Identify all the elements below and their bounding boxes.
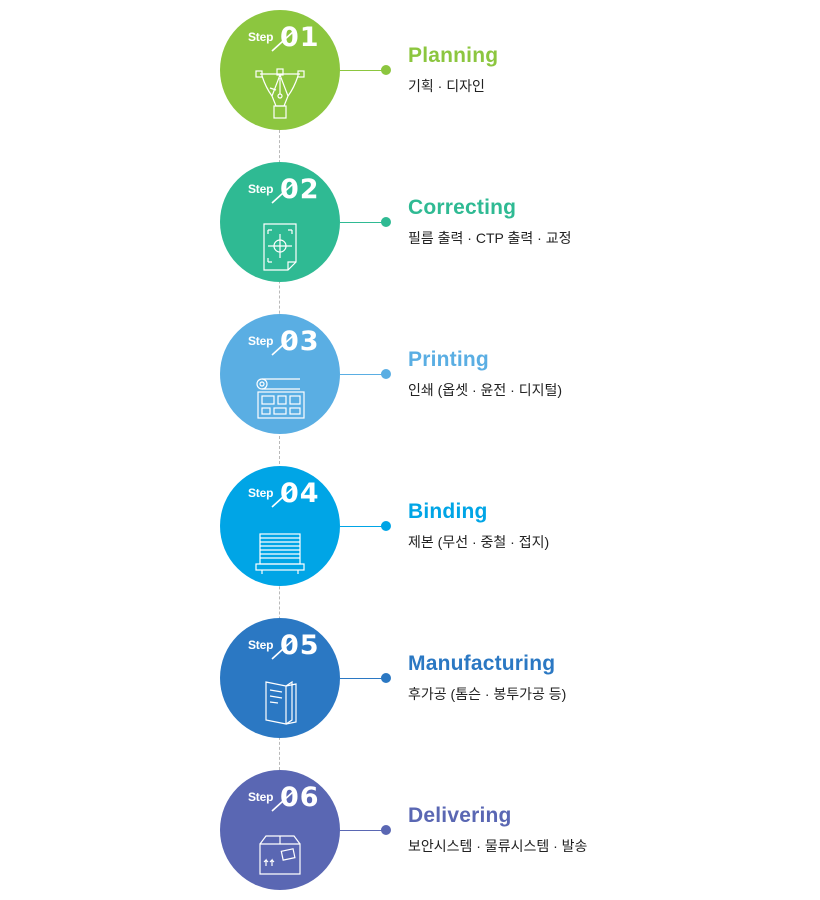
step-title: Printing [408,348,489,371]
step-description: 필름 출력 · CTP 출력 · 교정 [408,230,572,246]
connector-line [340,374,386,375]
slash-icon [271,30,295,52]
step-label: Step [248,334,274,348]
slash-icon [271,486,295,508]
slash-icon [271,638,295,660]
connector-line [340,222,386,223]
connector-dot [381,65,391,75]
connector-line [340,678,386,679]
connector-dot [381,217,391,227]
step-04: Step 04 Binding 제본 (무선 · 중철 · 접지) [220,466,720,586]
step-circle: Step 03 [220,314,340,434]
step-label: Step [248,486,274,500]
step-title: Binding [408,500,488,523]
step-description: 기획 · 디자인 [408,78,485,94]
step-02: Step 02 Correcting 필름 출력 · CTP 출력 · 교정 [220,162,720,282]
step-number: 05 [280,630,320,661]
step-label: Step [248,790,274,804]
connector-line [340,830,386,831]
step-title: Correcting [408,196,517,219]
pen-tool-icon [255,68,305,119]
connector-line [340,526,386,527]
step-circle: Step 06 [220,770,340,890]
step-circle: Step 01 [220,10,340,130]
paper-stack-icon [255,533,305,574]
step-number: 06 [280,782,320,813]
step-03: Step 03 Printing 인쇄 (옵셋 · 윤전 · 디지털) [220,314,720,434]
step-description: 제본 (무선 · 중철 · 접지) [408,534,550,550]
book-icon [265,680,297,725]
step-number: 04 [280,478,320,509]
step-circle: Step 02 [220,162,340,282]
step-06: Step 06 Delivering 보안시스템 · 물류시스템 · 발송 [220,770,720,890]
slash-icon [271,182,295,204]
step-description: 보안시스템 · 물류시스템 · 발송 [408,838,588,854]
step-title: Delivering [408,804,512,827]
step-number: 01 [280,22,320,53]
connector-line [340,70,386,71]
step-number: 03 [280,326,320,357]
slash-icon [271,334,295,356]
step-01: Step 01 Planning 기획 · 디자인 [220,10,720,130]
crosshair-document-icon [263,223,297,271]
step-number: 02 [280,174,320,205]
step-circle: Step 04 [220,466,340,586]
timeline-dashed-line [279,110,280,790]
step-description: 후가공 (톰슨 · 봉투가공 등) [408,686,567,702]
printer-icon [256,378,305,419]
connector-dot [381,521,391,531]
step-05: Step 05 Manufacturing 후가공 (톰슨 · 봉투가공 등) [220,618,720,738]
box-icon [259,835,301,875]
step-title: Planning [408,44,499,67]
connector-dot [381,369,391,379]
step-description: 인쇄 (옵셋 · 윤전 · 디지털) [408,382,563,398]
step-circle: Step 05 [220,618,340,738]
slash-icon [271,790,295,812]
step-label: Step [248,182,274,196]
step-label: Step [248,30,274,44]
connector-dot [381,673,391,683]
connector-dot [381,825,391,835]
step-title: Manufacturing [408,652,556,675]
step-label: Step [248,638,274,652]
